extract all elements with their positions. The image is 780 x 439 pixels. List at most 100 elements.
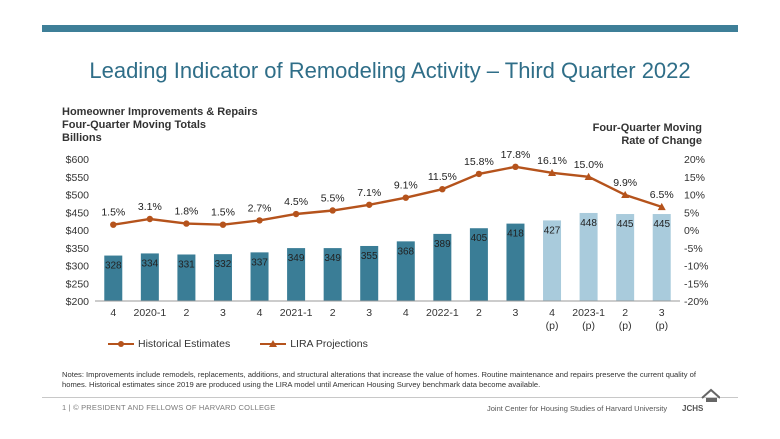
rate-label: 9.9% [613,177,637,189]
historical-point [292,210,300,218]
rate-label: 15.0% [574,159,604,171]
projection-point [621,190,630,199]
bar-value-label: 405 [471,233,488,244]
rate-label: 4.5% [284,196,308,208]
bar [469,228,488,301]
bar-value-label: 349 [324,253,341,264]
bar-value-label: 445 [617,219,634,230]
bar-value-label: 427 [544,225,561,236]
x-tick-label: 4 [403,307,409,319]
historical-point [512,163,519,171]
bar-value-label: 445 [653,219,670,230]
x-tick-sublabel: (p) [619,320,632,332]
historical-point [402,194,409,201]
bar [287,248,306,301]
historical-line [113,165,516,226]
x-tick-label: 2 [183,307,189,319]
right-y-tick-label: 5% [684,207,699,219]
right-y-tick-label: 15% [684,172,705,184]
rate-label: 15.8% [464,156,494,168]
legend-historical: Historical Estimates [108,338,230,350]
left-axis-title-line1: Homeowner Improvements & Repairs [62,106,258,118]
left-y-tick-label: $550 [66,172,90,184]
legend-historical-marker [108,341,134,347]
rate-label: 11.5% [428,171,457,183]
bar-value-label: 337 [251,257,268,268]
left-axis-title-line3: Billions [62,132,102,144]
bar [177,254,196,301]
legend-projections: LIRA Projections [260,338,368,350]
bar-value-label: 334 [142,258,159,269]
bar [104,255,123,301]
bar [579,212,598,301]
x-tick-sublabel: (p) [655,320,668,332]
left-y-tick-label: $400 [66,225,90,237]
x-tick-label: 2 [622,307,628,319]
bar [396,241,415,301]
top-accent-bar [42,25,738,32]
left-axis-title-line2: Four-Quarter Moving Totals [62,119,207,131]
right-y-tick-label: -5% [684,243,703,255]
jchs-logo-text: JCHS [682,404,704,413]
bar-value-label: 332 [215,259,232,270]
bar [140,253,159,301]
right-y-tick-label: -15% [684,278,709,290]
bar [250,252,269,301]
rate-label: 1.5% [211,207,235,219]
x-tick-label: 3 [366,307,372,319]
rate-label: 1.8% [174,206,198,218]
x-tick-label: 3 [659,307,665,319]
footer-divider [42,397,738,398]
historical-point [439,185,446,193]
rate-label: 2.7% [248,202,272,214]
rate-label: 1.5% [101,207,125,219]
right-y-tick-label: -20% [684,296,709,308]
rate-label: 5.5% [321,192,345,204]
left-axis-title: Homeowner Improvements & Repairs Four-Qu… [62,106,258,145]
x-tick-label: 4 [257,307,263,319]
bar-value-label: 368 [397,246,414,257]
x-tick-label: 3 [513,307,519,319]
right-axis-title-line1: Four-Quarter Moving [592,122,702,134]
historical-point [183,220,190,227]
projection-point [657,202,666,211]
chart-title: Leading Indicator of Remodeling Activity… [89,58,691,83]
legend: Historical Estimates LIRA Projections [108,338,368,350]
x-tick-label: 2023-1 [572,307,605,319]
left-y-tick-label: $250 [66,278,90,290]
left-y-tick-label: $500 [66,190,90,202]
bar [616,214,635,301]
right-y-tick-label: 0% [684,225,699,237]
left-y-tick-label: $350 [66,243,90,255]
bar-value-label: 389 [434,239,451,250]
bar [652,214,671,301]
bar-value-label: 418 [507,229,524,240]
historical-point [475,170,483,178]
x-tick-label: 3 [220,307,226,319]
historical-point [256,217,263,224]
rate-label: 6.5% [650,189,674,201]
historical-point [329,207,336,214]
x-tick-label: 2022-1 [426,307,459,319]
projection-point [548,168,557,177]
bar [323,248,342,301]
bar-value-label: 328 [105,261,122,272]
x-tick-label: 2021-1 [280,307,313,319]
right-axis-title-line2: Rate of Change [621,135,702,147]
right-axis-title: Four-Quarter Moving Rate of Change [593,122,702,148]
legend-historical-label: Historical Estimates [138,338,231,350]
left-y-tick-label: $600 [66,154,90,166]
historical-point [366,201,373,208]
rate-label: 9.1% [394,180,418,192]
jchs-logo-icon [701,388,720,402]
projection-point [584,172,593,180]
bar-value-label: 349 [288,253,305,264]
x-tick-label: 4 [110,307,116,319]
x-tick-label: 2 [330,307,336,319]
bar [213,254,232,301]
bar-value-label: 448 [580,218,597,229]
bar [543,220,562,301]
bar [433,233,452,301]
left-y-tick-label: $300 [66,261,90,273]
left-y-tick-label: $200 [66,296,90,308]
